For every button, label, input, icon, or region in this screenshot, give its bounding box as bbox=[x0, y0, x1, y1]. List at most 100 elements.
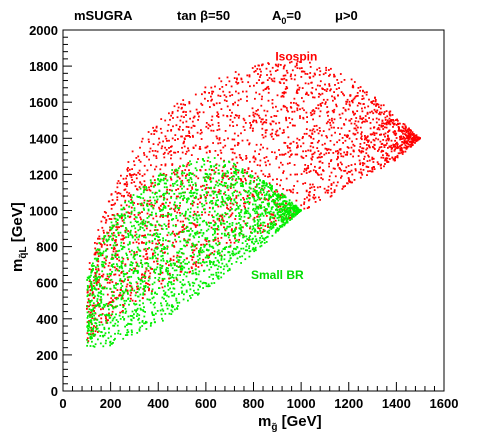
data-point bbox=[342, 186, 345, 188]
data-point bbox=[173, 269, 176, 272]
data-point bbox=[148, 215, 150, 218]
data-point bbox=[240, 78, 243, 81]
data-point bbox=[179, 165, 181, 168]
data-point bbox=[161, 277, 164, 280]
data-point bbox=[279, 196, 282, 199]
data-point bbox=[104, 262, 107, 265]
data-point bbox=[337, 155, 339, 158]
data-point bbox=[234, 247, 236, 250]
data-point bbox=[236, 124, 238, 127]
data-point bbox=[268, 232, 270, 235]
data-point bbox=[116, 228, 119, 231]
data-point bbox=[184, 212, 187, 215]
data-point bbox=[392, 122, 395, 125]
data-point bbox=[100, 301, 103, 304]
data-point bbox=[207, 175, 210, 178]
data-point bbox=[121, 267, 124, 270]
data-point bbox=[191, 186, 193, 189]
data-point bbox=[255, 119, 257, 122]
data-point bbox=[212, 197, 215, 199]
data-point bbox=[186, 163, 189, 166]
data-point bbox=[152, 217, 155, 220]
data-point bbox=[137, 220, 139, 223]
data-point bbox=[166, 129, 169, 132]
data-point bbox=[304, 182, 307, 184]
data-point bbox=[170, 129, 172, 132]
data-point bbox=[412, 137, 414, 140]
data-point bbox=[146, 189, 148, 192]
data-point bbox=[115, 283, 118, 286]
data-point bbox=[127, 234, 130, 237]
data-point bbox=[269, 226, 271, 229]
data-point bbox=[139, 197, 142, 199]
data-point bbox=[143, 322, 145, 325]
data-point bbox=[116, 223, 119, 226]
data-point bbox=[271, 128, 274, 131]
data-point bbox=[277, 63, 280, 66]
data-point bbox=[335, 150, 337, 153]
data-point bbox=[281, 210, 284, 213]
data-point bbox=[149, 266, 152, 269]
data-point bbox=[269, 218, 271, 221]
data-point bbox=[356, 131, 359, 134]
data-point bbox=[87, 320, 89, 323]
data-point bbox=[183, 185, 185, 188]
data-point bbox=[144, 262, 146, 265]
data-point bbox=[161, 228, 164, 230]
data-point bbox=[172, 283, 175, 285]
data-point bbox=[120, 244, 122, 247]
data-point bbox=[212, 142, 214, 144]
data-point bbox=[97, 260, 100, 263]
data-point bbox=[296, 104, 299, 106]
data-point bbox=[96, 298, 99, 300]
data-point bbox=[194, 278, 197, 281]
data-point bbox=[217, 113, 220, 115]
data-point bbox=[305, 167, 308, 170]
data-point bbox=[149, 272, 152, 275]
data-point bbox=[118, 226, 120, 229]
data-point bbox=[268, 202, 270, 205]
data-point bbox=[205, 125, 208, 128]
data-point bbox=[351, 101, 354, 104]
data-point bbox=[390, 150, 393, 153]
data-point bbox=[196, 255, 199, 258]
data-point bbox=[307, 194, 310, 196]
data-point bbox=[303, 168, 306, 170]
data-point bbox=[252, 114, 255, 116]
data-point bbox=[268, 194, 270, 197]
data-point bbox=[400, 138, 403, 140]
data-point bbox=[102, 229, 105, 232]
data-point bbox=[130, 333, 133, 336]
data-point bbox=[115, 268, 118, 270]
data-point bbox=[182, 220, 184, 223]
data-point bbox=[102, 215, 104, 218]
data-point bbox=[256, 113, 259, 116]
data-point bbox=[384, 159, 386, 162]
data-point bbox=[252, 187, 255, 190]
data-point bbox=[223, 226, 225, 229]
data-point bbox=[99, 243, 102, 245]
data-point bbox=[111, 281, 114, 283]
data-point bbox=[216, 204, 219, 206]
data-point bbox=[201, 251, 203, 254]
data-point bbox=[107, 305, 110, 308]
data-point bbox=[384, 126, 386, 129]
data-point bbox=[204, 172, 207, 175]
data-point bbox=[159, 127, 162, 130]
data-point bbox=[278, 216, 281, 219]
data-point bbox=[144, 322, 147, 325]
data-point bbox=[126, 170, 129, 172]
data-point bbox=[113, 234, 116, 237]
data-point bbox=[191, 173, 193, 175]
data-point bbox=[395, 124, 398, 126]
data-point bbox=[263, 182, 265, 185]
data-point bbox=[149, 179, 152, 182]
data-point bbox=[233, 162, 235, 165]
data-point bbox=[262, 136, 265, 139]
data-point bbox=[267, 91, 270, 94]
data-point bbox=[272, 214, 275, 216]
data-point bbox=[175, 217, 178, 219]
data-point bbox=[251, 195, 254, 198]
y-tick-label: 1200 bbox=[29, 167, 58, 182]
data-point bbox=[161, 279, 164, 282]
